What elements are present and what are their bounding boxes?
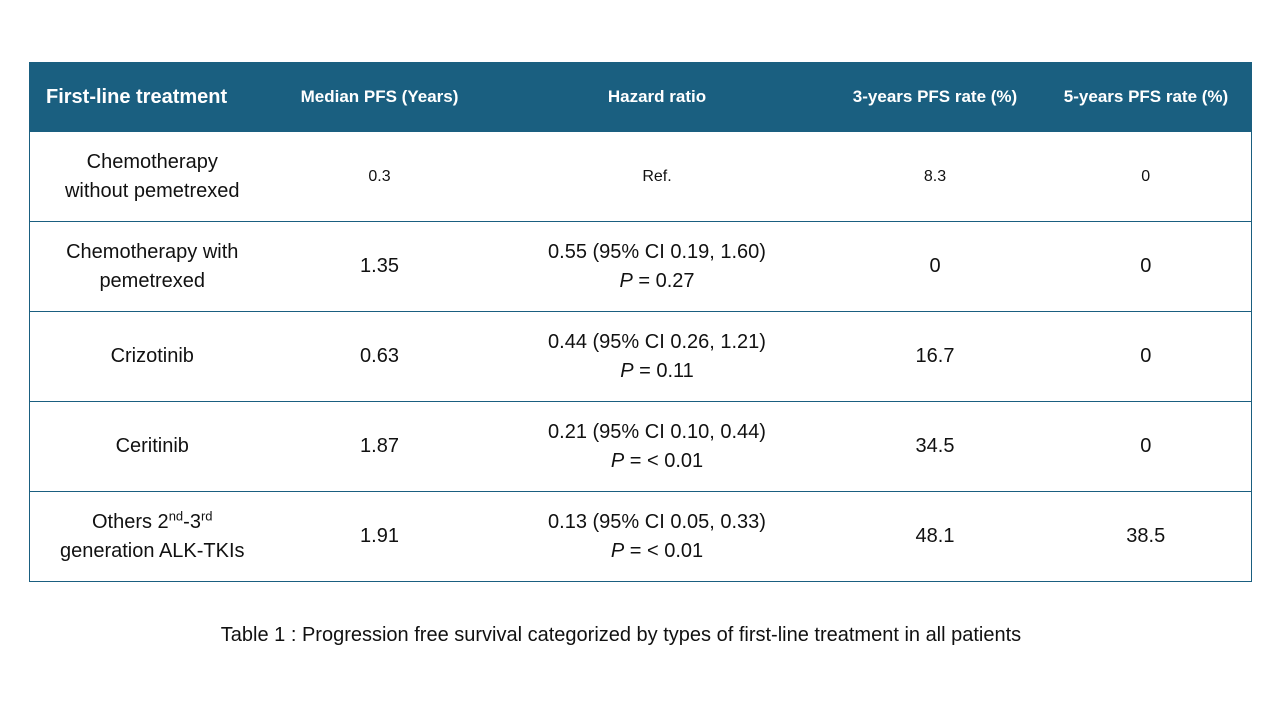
pfs-5yr-cell: 38.5 xyxy=(1040,491,1252,582)
median-pfs-cell: 0.3 xyxy=(274,131,485,222)
hazard-ratio-ci: 0.21 (95% CI 0.10, 0.44) xyxy=(548,420,766,443)
table-row: Crizotinib 0.63 0.44 (95% CI 0.26, 1.21)… xyxy=(29,311,1252,402)
superscript-rd: rd xyxy=(200,507,213,523)
hazard-ratio-cell: 0.13 (95% CI 0.05, 0.33) P = < 0.01 xyxy=(484,491,830,582)
table-caption: Table 1 : Progression free survival cate… xyxy=(220,624,1022,646)
table-row: Chemotherapy without pemetrexed 0.3 Ref.… xyxy=(29,131,1252,222)
hazard-ratio-cell: 0.55 (95% CI 0.19, 1.60) P = 0.27 xyxy=(484,221,830,312)
pfs-3yr-cell: 34.5 xyxy=(829,401,1041,492)
median-pfs-cell: 1.91 xyxy=(274,491,485,582)
pfs-5yr-cell: 0 xyxy=(1040,221,1252,312)
hazard-ratio-ci: 0.55 (95% CI 0.19, 1.60) xyxy=(548,240,766,263)
p-value-line: P = 0.11 xyxy=(491,357,824,386)
treatment-cell: Others 2nd-3rd generation ALK-TKIs xyxy=(29,491,275,582)
table-row: Others 2nd-3rd generation ALK-TKIs 1.91 … xyxy=(29,491,1252,582)
pfs-3yr-cell: 8.3 xyxy=(829,131,1041,222)
treatment-prefix: Others 2 xyxy=(91,510,169,533)
hazard-ratio-cell: Ref. xyxy=(484,131,830,222)
p-label: P xyxy=(620,359,634,382)
p-value: = 0.11 xyxy=(633,359,694,382)
pfs-3yr-cell: 0 xyxy=(829,221,1041,312)
treatment-line-2: without pemetrexed xyxy=(64,179,240,202)
p-value: = 0.27 xyxy=(632,269,695,292)
header-hazard-ratio: Hazard ratio xyxy=(484,62,830,132)
hazard-ratio-cell: 0.21 (95% CI 0.10, 0.44) P = < 0.01 xyxy=(484,401,830,492)
median-pfs-cell: 1.87 xyxy=(274,401,485,492)
p-value: = < 0.01 xyxy=(624,449,704,472)
header-5yr-pfs: 5-years PFS rate (%) xyxy=(1040,62,1252,132)
treatment-line-1: Others 2nd-3rd xyxy=(36,508,269,537)
pfs-5yr-cell: 0 xyxy=(1040,311,1252,402)
p-value-line: P = < 0.01 xyxy=(491,537,824,566)
median-pfs-cell: 1.35 xyxy=(274,221,485,312)
superscript-nd: nd xyxy=(168,507,184,523)
p-value: = < 0.01 xyxy=(624,539,704,562)
p-value-line: P = < 0.01 xyxy=(491,447,824,476)
pfs-5yr-cell: 0 xyxy=(1040,401,1252,492)
p-label: P xyxy=(610,539,625,562)
pfs-3yr-cell: 16.7 xyxy=(829,311,1041,402)
treatment-line-1: Chemotherapy xyxy=(86,150,218,173)
treatment-line-2: generation ALK-TKIs xyxy=(59,539,245,562)
treatment-cell: Chemotherapy with pemetrexed xyxy=(29,221,275,312)
treatment-cell: Chemotherapy without pemetrexed xyxy=(29,131,275,222)
hazard-ratio-ci: 0.13 (95% CI 0.05, 0.33) xyxy=(548,510,766,533)
header-first-line-treatment: First-line treatment xyxy=(29,62,275,132)
treatment-cell: Crizotinib xyxy=(29,311,275,402)
p-label: P xyxy=(619,269,633,292)
treatment-mid: -3 xyxy=(183,510,201,533)
hazard-ratio-cell: 0.44 (95% CI 0.26, 1.21) P = 0.11 xyxy=(484,311,830,402)
header-median-pfs: Median PFS (Years) xyxy=(274,62,485,132)
table-row: Ceritinib 1.87 0.21 (95% CI 0.10, 0.44) … xyxy=(29,401,1252,492)
p-value-line: P = 0.27 xyxy=(491,267,824,296)
hazard-ratio-ci: 0.44 (95% CI 0.26, 1.21) xyxy=(548,330,766,353)
pfs-3yr-cell: 48.1 xyxy=(829,491,1041,582)
table-row: Chemotherapy with pemetrexed 1.35 0.55 (… xyxy=(29,221,1252,312)
treatment-line-2: pemetrexed xyxy=(99,269,206,292)
p-label: P xyxy=(610,449,625,472)
pfs-5yr-cell: 0 xyxy=(1040,131,1252,222)
median-pfs-cell: 0.63 xyxy=(274,311,485,402)
table-header-row: First-line treatment Median PFS (Years) … xyxy=(29,62,1252,132)
header-3yr-pfs: 3-years PFS rate (%) xyxy=(829,62,1041,132)
treatment-cell: Ceritinib xyxy=(29,401,275,492)
pfs-table: First-line treatment Median PFS (Years) … xyxy=(29,62,1252,582)
treatment-line-1: Chemotherapy with xyxy=(66,240,239,263)
